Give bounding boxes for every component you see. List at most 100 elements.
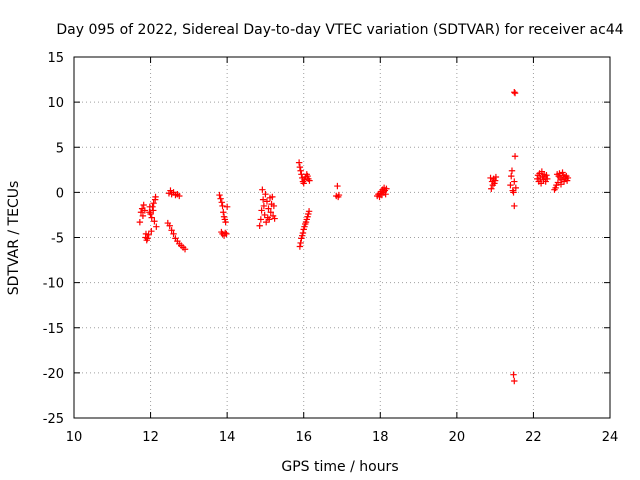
data-point: [176, 192, 183, 200]
data-point: [297, 239, 304, 247]
x-tick-label: 16: [295, 430, 312, 445]
data-point: [510, 189, 517, 196]
x-tick-label: 14: [219, 430, 236, 445]
data-point: [383, 185, 390, 192]
data-point: [511, 153, 519, 160]
data-point: [139, 212, 147, 220]
y-tick-label: -10: [43, 277, 64, 292]
data-point: [150, 200, 157, 207]
x-axis-title: GPS time / hours: [281, 459, 398, 475]
data-point: [487, 174, 494, 182]
data-point: [152, 193, 159, 201]
x-tick-label: 24: [602, 430, 619, 445]
data-point: [511, 178, 518, 185]
data-point: [148, 214, 155, 221]
data-point: [537, 180, 545, 187]
data-point: [306, 177, 313, 184]
data-point: [564, 174, 572, 182]
y-tick-label: -5: [51, 232, 64, 247]
data-point: [144, 235, 151, 242]
data-point: [136, 218, 144, 226]
data-point: [298, 171, 305, 178]
data-point: [257, 216, 265, 223]
data-point: [296, 243, 304, 250]
x-tick-label: 20: [449, 430, 466, 445]
y-tick-labels: -25 -20 -15 -10 -5 0 5 10 15: [43, 51, 64, 427]
data-point: [512, 184, 520, 192]
data-point: [508, 167, 516, 174]
y-axis-title: SDTVAR / TECUs: [6, 181, 22, 296]
data-point: [168, 227, 175, 234]
data-point: [507, 181, 514, 189]
data-point: [270, 202, 278, 210]
data-point: [151, 218, 158, 225]
data-point: [510, 371, 517, 378]
data-point: [140, 201, 147, 209]
data-point: [266, 216, 273, 223]
data-point: [296, 163, 304, 171]
data-point: [258, 207, 265, 214]
x-tick-label: 18: [372, 430, 389, 445]
data-point: [260, 202, 268, 210]
y-tick-label: 0: [56, 186, 64, 201]
data-point: [218, 199, 225, 206]
data-point: [145, 231, 152, 238]
data-point: [382, 190, 389, 198]
data-point: [269, 193, 276, 201]
chart-title: Day 095 of 2022, Sidereal Day-to-day VTE…: [56, 22, 623, 38]
data-point: [297, 167, 304, 174]
data-point: [147, 210, 154, 218]
data-point: [543, 172, 550, 179]
data-point: [556, 170, 563, 177]
data-point: [305, 208, 313, 215]
data-points: [136, 88, 572, 385]
y-tick-label: 15: [47, 51, 64, 66]
data-point: [271, 215, 278, 222]
y-tick-label: 5: [56, 141, 64, 156]
data-point: [222, 218, 229, 226]
data-point: [148, 227, 155, 235]
data-point: [492, 173, 500, 181]
x-tick-label: 22: [525, 430, 542, 445]
grid-lines: [74, 57, 610, 418]
data-point: [150, 207, 157, 214]
data-point: [259, 196, 267, 203]
x-tick-labels: 10 12 14 16 18 20 22 24: [66, 430, 619, 445]
data-point: [335, 191, 343, 199]
data-point: [265, 205, 272, 212]
y-tick-label: -15: [43, 322, 64, 337]
data-point: [511, 89, 519, 97]
data-point: [488, 185, 495, 192]
x-tick-label: 12: [142, 430, 159, 445]
data-point: [544, 175, 551, 183]
data-point: [141, 207, 149, 214]
data-point: [149, 203, 156, 211]
plot-frame: [73, 56, 611, 419]
data-point: [219, 202, 226, 210]
x-tick-label: 10: [66, 430, 83, 445]
data-point: [256, 222, 263, 229]
data-point: [166, 222, 173, 229]
data-point: [222, 229, 229, 237]
data-point: [508, 172, 515, 180]
data-point: [217, 195, 224, 202]
data-point: [181, 246, 189, 253]
data-point: [511, 88, 518, 96]
data-point: [153, 223, 160, 230]
data-point: [295, 159, 303, 166]
data-point: [170, 230, 177, 238]
data-point: [216, 191, 223, 199]
data-point: [263, 198, 271, 205]
data-point: [223, 230, 230, 238]
data-point: [259, 186, 266, 193]
y-tick-label: -25: [43, 412, 64, 427]
data-point: [511, 377, 518, 385]
y-tick-label: 10: [47, 96, 64, 111]
data-point: [220, 209, 227, 216]
y-tick-label: -20: [43, 367, 64, 382]
data-point: [300, 180, 307, 187]
data-point: [334, 182, 341, 190]
data-point: [511, 202, 518, 210]
data-point: [137, 209, 145, 216]
